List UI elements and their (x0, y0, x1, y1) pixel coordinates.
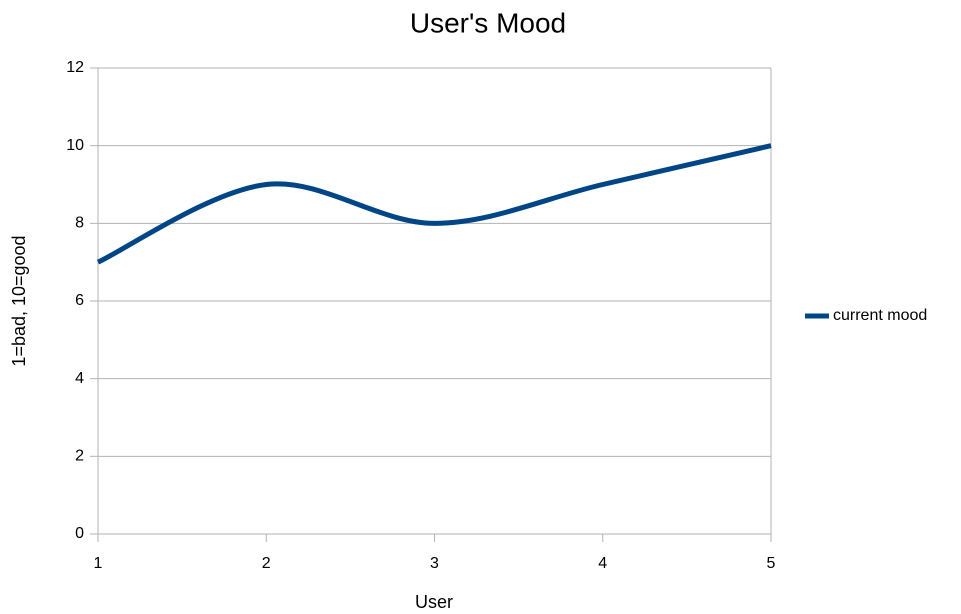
y-tick-label: 0 (75, 525, 84, 542)
y-tick-label: 12 (66, 59, 84, 76)
line-series (96, 143, 772, 265)
chart-title: User's Mood (410, 7, 566, 38)
x-tick-label: 4 (598, 555, 607, 572)
legend-label: current mood (833, 307, 927, 324)
y-tick-label: 6 (75, 292, 84, 309)
x-tick-label: 5 (767, 555, 776, 572)
y-tick-label: 10 (66, 137, 84, 154)
x-tick-label: 2 (262, 555, 271, 572)
y-tick-label: 4 (75, 370, 84, 387)
x-axis-label: User (415, 592, 453, 612)
y-tick-label: 8 (75, 215, 84, 232)
y-tick-label: 2 (75, 448, 84, 465)
x-tick-label: 1 (94, 555, 103, 572)
x-tick-label: 3 (430, 555, 439, 572)
y-axis-label: 1=bad, 10=good (9, 235, 29, 366)
